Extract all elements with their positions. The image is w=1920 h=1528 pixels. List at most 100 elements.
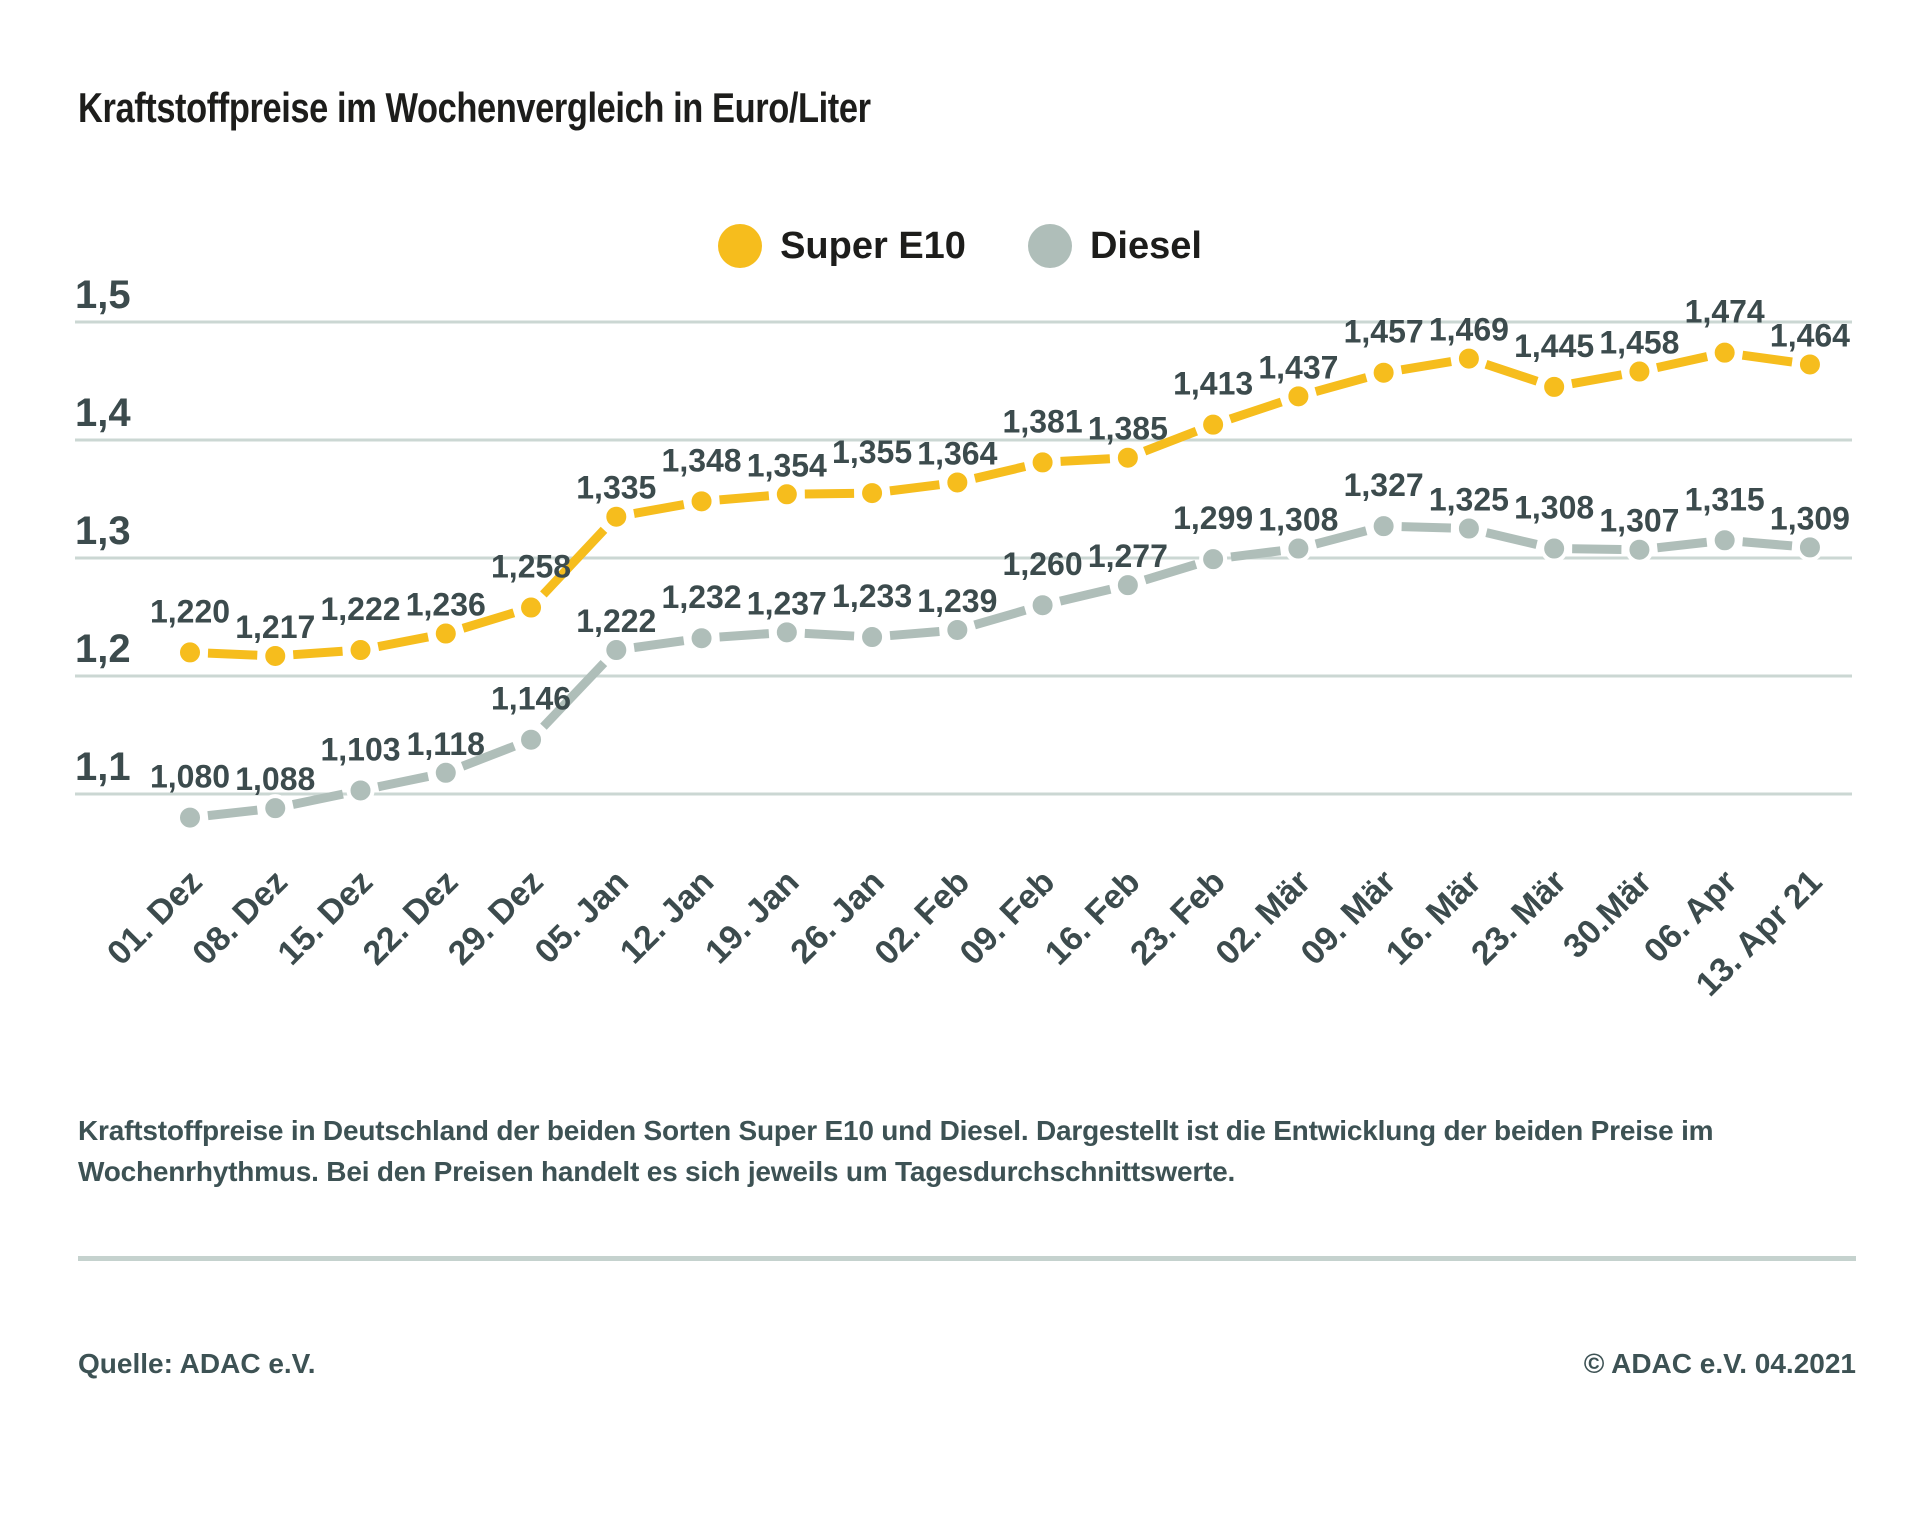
data-point-diesel (772, 618, 801, 647)
series-segment-diesel (719, 629, 770, 642)
series-segment-super-e10 (1228, 397, 1283, 424)
value-label-diesel: 1,239 (917, 583, 997, 619)
data-point-diesel (1028, 591, 1057, 620)
series-segment-diesel (1572, 544, 1622, 554)
series-segment-diesel (291, 789, 344, 809)
x-tick-label: 22. Dez (356, 863, 466, 973)
series-segment-super-e10 (1656, 352, 1709, 373)
data-point-super-e10 (687, 487, 716, 516)
data-point-diesel (1710, 526, 1739, 555)
value-label-super-e10: 1,222 (320, 591, 400, 627)
page-title: Kraftstoffpreise im Wochenvergleich in E… (78, 84, 871, 131)
chart-description: Kraftstoffpreise in Deutschland der beid… (78, 1110, 1778, 1192)
x-tick-label: 15. Dez (270, 863, 380, 973)
data-point-diesel (1284, 534, 1313, 563)
value-label-diesel: 1,146 (491, 681, 571, 717)
data-point-super-e10 (346, 636, 375, 665)
x-tick-label: 23. Feb (1123, 863, 1233, 973)
x-tick-label: 08. Dez (185, 863, 295, 973)
series-segment-super-e10 (540, 526, 608, 598)
value-label-super-e10: 1,437 (1258, 349, 1338, 385)
series-segment-super-e10 (461, 608, 516, 633)
series-segment-diesel (207, 805, 258, 821)
value-label-diesel: 1,299 (1173, 500, 1253, 536)
data-point-super-e10 (602, 502, 631, 531)
footer: Quelle: ADAC e.V. © ADAC e.V. 04.2021 (78, 1348, 1856, 1380)
data-point-super-e10 (1028, 448, 1057, 477)
x-tick-label: 16. Feb (1038, 863, 1148, 973)
data-point-diesel (346, 776, 375, 805)
value-label-diesel: 1,309 (1770, 500, 1850, 536)
series-segment-super-e10 (1571, 370, 1623, 389)
series-segment-super-e10 (973, 462, 1027, 483)
divider-rule (78, 1256, 1856, 1261)
series-segment-super-e10 (1400, 357, 1452, 375)
value-label-diesel: 1,088 (235, 761, 315, 797)
legend-label-super-e10: Super E10 (780, 224, 966, 267)
data-point-super-e10 (517, 593, 546, 622)
data-point-super-e10 (1795, 350, 1824, 379)
description-line-2: Wochenrhythmus. Bei den Preisen handelt … (78, 1156, 1236, 1187)
y-tick-label: 1,2 (75, 627, 131, 671)
x-tick-label: 23. Mär (1464, 863, 1574, 973)
data-point-super-e10 (772, 480, 801, 509)
data-point-diesel (1113, 571, 1142, 600)
value-label-diesel: 1,222 (576, 603, 656, 639)
series-segment-super-e10 (633, 500, 685, 518)
series-segment-diesel (460, 742, 516, 771)
value-label-diesel: 1,103 (320, 731, 400, 767)
data-point-super-e10 (1369, 358, 1398, 387)
chart-legend: Super E10 Diesel (0, 224, 1920, 268)
data-point-diesel (1795, 533, 1824, 562)
value-label-super-e10: 1,464 (1770, 317, 1850, 353)
series-segment-super-e10 (889, 480, 941, 496)
series-segment-super-e10 (1314, 373, 1368, 396)
data-point-diesel (1625, 535, 1654, 564)
x-tick-label: 29. Dez (441, 863, 551, 973)
series-segment-diesel (633, 636, 685, 653)
x-tick-label: 09. Feb (953, 863, 1063, 973)
value-label-diesel: 1,277 (1088, 538, 1168, 574)
legend-marker-diesel (1027, 224, 1072, 268)
data-point-diesel (176, 803, 204, 832)
y-tick-label: 1,3 (75, 509, 131, 553)
value-label-super-e10: 1,474 (1685, 294, 1765, 330)
x-tick-label: 16. Mär (1379, 863, 1489, 973)
x-tick-label: 01. Dez (100, 863, 210, 973)
y-tick-label: 1,5 (75, 273, 131, 317)
data-point-diesel (1454, 514, 1483, 543)
data-point-diesel (687, 624, 716, 653)
value-label-diesel: 1,237 (747, 585, 827, 621)
series-segment-diesel (973, 605, 1027, 630)
data-point-diesel (1199, 545, 1228, 574)
data-point-super-e10 (1540, 372, 1569, 401)
value-label-super-e10: 1,458 (1599, 325, 1679, 361)
series-segment-diesel (1314, 526, 1368, 549)
y-tick-label: 1,4 (75, 391, 131, 435)
value-label-super-e10: 1,469 (1429, 312, 1509, 348)
series-segment-super-e10 (1060, 454, 1111, 466)
series-segment-super-e10 (1143, 426, 1198, 456)
value-label-super-e10: 1,385 (1088, 411, 1168, 447)
series-segment-diesel (377, 772, 430, 792)
series-segment-super-e10 (292, 646, 343, 660)
value-label-super-e10: 1,354 (747, 447, 827, 483)
value-label-diesel: 1,327 (1344, 467, 1424, 503)
value-label-diesel: 1,118 (407, 726, 485, 762)
data-point-super-e10 (1284, 382, 1313, 411)
series-segment-super-e10 (1484, 359, 1539, 386)
x-tick-label: 05. Jan (528, 863, 636, 971)
value-label-super-e10: 1,217 (235, 609, 315, 645)
value-label-super-e10: 1,457 (1344, 314, 1424, 350)
data-point-diesel (602, 636, 631, 665)
data-point-diesel (1369, 512, 1398, 541)
data-point-diesel (261, 794, 290, 823)
series-segment-diesel (889, 626, 940, 641)
data-point-super-e10 (431, 619, 460, 648)
value-label-diesel: 1,315 (1685, 481, 1765, 517)
series-segment-diesel (1143, 560, 1198, 585)
data-point-super-e10 (1113, 443, 1142, 472)
series-segment-super-e10 (1741, 350, 1793, 367)
